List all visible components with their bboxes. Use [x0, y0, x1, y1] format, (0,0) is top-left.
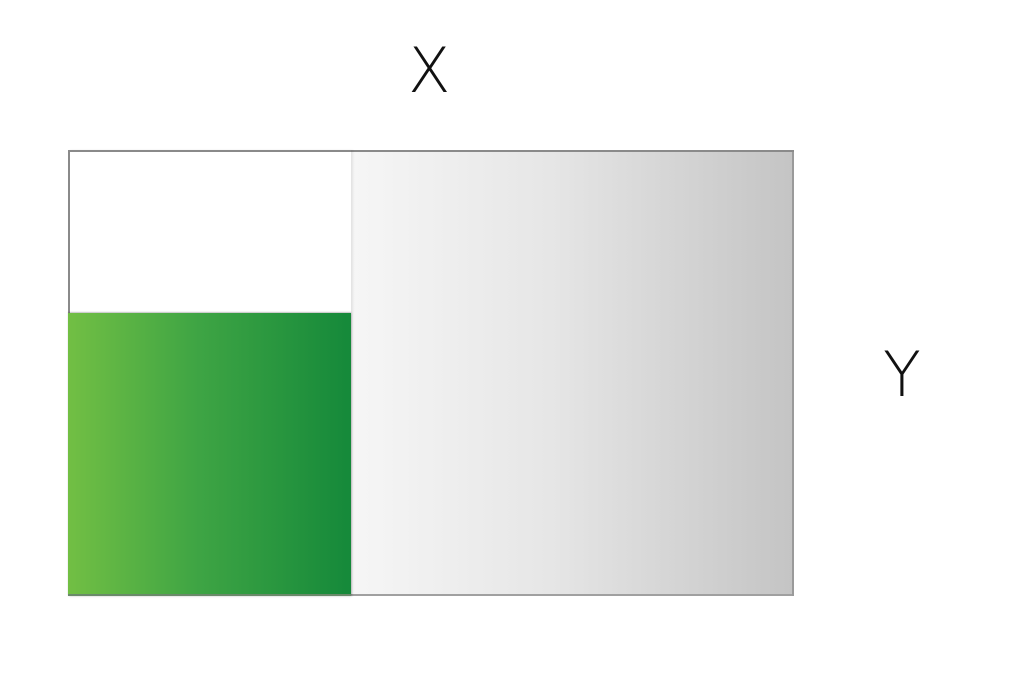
x-label: X [408, 34, 451, 107]
white-region [68, 150, 351, 313]
y-label: Y [883, 338, 921, 411]
green-square [68, 313, 351, 596]
rectangle-diagram [68, 150, 794, 596]
gray-region [351, 150, 794, 596]
